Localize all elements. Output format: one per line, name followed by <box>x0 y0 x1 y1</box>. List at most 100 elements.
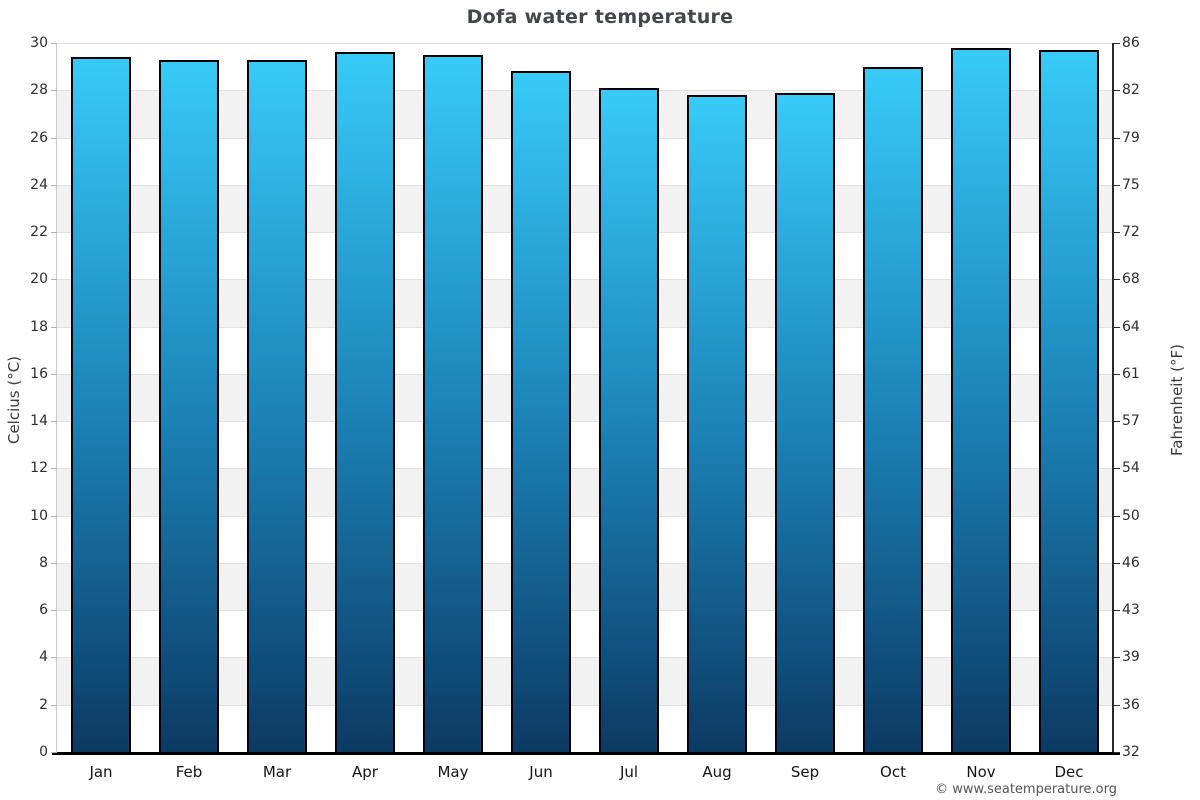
x-axis-label-jul: Jul <box>619 763 639 781</box>
y-tick-mark <box>51 184 57 186</box>
bar-apr <box>335 52 395 752</box>
y-tick-label-right: 57 <box>1122 413 1140 430</box>
y-axis-line-right <box>1112 43 1114 752</box>
y-tick-mark <box>51 279 57 281</box>
bar-nov <box>951 47 1011 752</box>
gridline <box>57 90 1113 92</box>
y-tick-label-left: 4 <box>39 649 48 666</box>
x-axis-label-jan: Jan <box>89 763 113 781</box>
plot-band <box>57 373 1113 422</box>
y-tick-mark <box>51 515 57 517</box>
y-tick-label-right: 43 <box>1122 602 1140 619</box>
gridline <box>57 657 1113 659</box>
y-tick-mark <box>1114 562 1120 564</box>
bar-may <box>423 54 483 752</box>
y-tick-label-right: 72 <box>1122 224 1140 241</box>
y-tick-label-right: 54 <box>1122 460 1140 477</box>
gridline <box>57 279 1113 281</box>
gridline <box>57 326 1113 328</box>
y-tick-mark <box>51 137 57 139</box>
gridline <box>57 43 1113 44</box>
y-tick-label-left: 18 <box>30 318 48 335</box>
y-tick-mark <box>1114 279 1120 281</box>
bar-dec <box>1039 50 1099 752</box>
x-axis-label-mar: Mar <box>262 763 292 781</box>
y-tick-mark <box>51 562 57 564</box>
y-tick-label-right: 61 <box>1122 365 1140 382</box>
y-tick-label-right: 36 <box>1122 696 1140 713</box>
plot-band <box>57 184 1113 233</box>
y-tick-label-right: 50 <box>1122 507 1140 524</box>
y-tick-label-left: 8 <box>39 554 48 571</box>
x-axis-label-dec: Dec <box>1054 763 1084 781</box>
y-tick-mark <box>1114 704 1120 706</box>
y-tick-mark <box>51 326 57 328</box>
bar-sep <box>775 92 835 752</box>
x-axis-label-apr: Apr <box>352 763 378 781</box>
y-tick-label-left: 16 <box>30 365 48 382</box>
y-axis-title-celsius: Celcius (°C) <box>5 355 23 445</box>
y-axis-line-left <box>56 43 57 752</box>
bar-oct <box>863 66 923 752</box>
y-tick-label-right: 75 <box>1122 176 1140 193</box>
y-tick-mark <box>51 468 57 470</box>
y-tick-mark <box>51 704 57 706</box>
plot-band <box>57 137 1113 185</box>
plot-band <box>57 232 1113 280</box>
bar-jul <box>599 87 659 752</box>
x-axis-label-may: May <box>437 763 469 781</box>
y-tick-label-right: 32 <box>1122 744 1140 760</box>
y-tick-label-left: 30 <box>30 35 48 51</box>
gridline <box>57 468 1113 470</box>
y-tick-label-right: 86 <box>1122 35 1140 51</box>
copyright-text: © www.seatemperature.org <box>935 782 1117 797</box>
plot-band <box>57 610 1113 658</box>
y-tick-label-left: 2 <box>39 696 48 713</box>
y-tick-mark <box>1114 184 1120 186</box>
x-axis-label-jun: Jun <box>529 763 553 781</box>
bar-jun <box>511 71 571 752</box>
y-tick-label-right: 79 <box>1122 129 1140 146</box>
y-tick-label-left: 26 <box>30 129 48 146</box>
gridline <box>57 562 1113 564</box>
y-tick-label-right: 64 <box>1122 318 1140 335</box>
chart-title: Dofa water temperature <box>466 6 734 28</box>
bar-mar <box>247 59 307 752</box>
y-tick-label-right: 39 <box>1122 649 1140 666</box>
y-tick-mark <box>51 232 57 234</box>
y-tick-label-left: 0 <box>39 744 48 760</box>
y-tick-mark <box>51 90 57 92</box>
gridline <box>57 232 1113 234</box>
y-tick-mark <box>1114 752 1120 753</box>
y-tick-label-right: 46 <box>1122 554 1140 571</box>
y-tick-mark <box>1114 421 1120 423</box>
x-axis-label-nov: Nov <box>966 763 996 781</box>
plot-band <box>57 515 1113 563</box>
y-tick-mark <box>1114 657 1120 659</box>
y-tick-label-left: 12 <box>30 460 48 477</box>
y-tick-mark <box>1114 373 1120 375</box>
y-tick-mark <box>1114 326 1120 328</box>
y-tick-label-left: 22 <box>30 224 48 241</box>
plot-band <box>57 326 1113 374</box>
plot-band <box>57 562 1113 611</box>
gridline <box>57 373 1113 375</box>
y-tick-mark <box>1114 515 1120 517</box>
gridline <box>57 610 1113 612</box>
y-tick-label-left: 24 <box>30 176 48 193</box>
y-tick-label-left: 10 <box>30 507 48 524</box>
x-axis-line <box>52 752 1120 755</box>
y-tick-mark <box>1114 468 1120 470</box>
y-tick-label-left: 28 <box>30 82 48 99</box>
bar-jan <box>71 57 131 752</box>
plot-band <box>57 279 1113 327</box>
y-tick-mark <box>1114 232 1120 234</box>
x-axis-labels: Jan Feb Mar Apr May Jun Jul Aug Sep Oct Nov Dec <box>57 761 1113 785</box>
y-tick-label-right: 68 <box>1122 271 1140 288</box>
y-tick-mark <box>1114 43 1120 44</box>
plot-band <box>57 704 1113 752</box>
y-tick-mark <box>51 43 57 44</box>
y-tick-label-left: 20 <box>30 271 48 288</box>
plot-band <box>57 657 1113 705</box>
